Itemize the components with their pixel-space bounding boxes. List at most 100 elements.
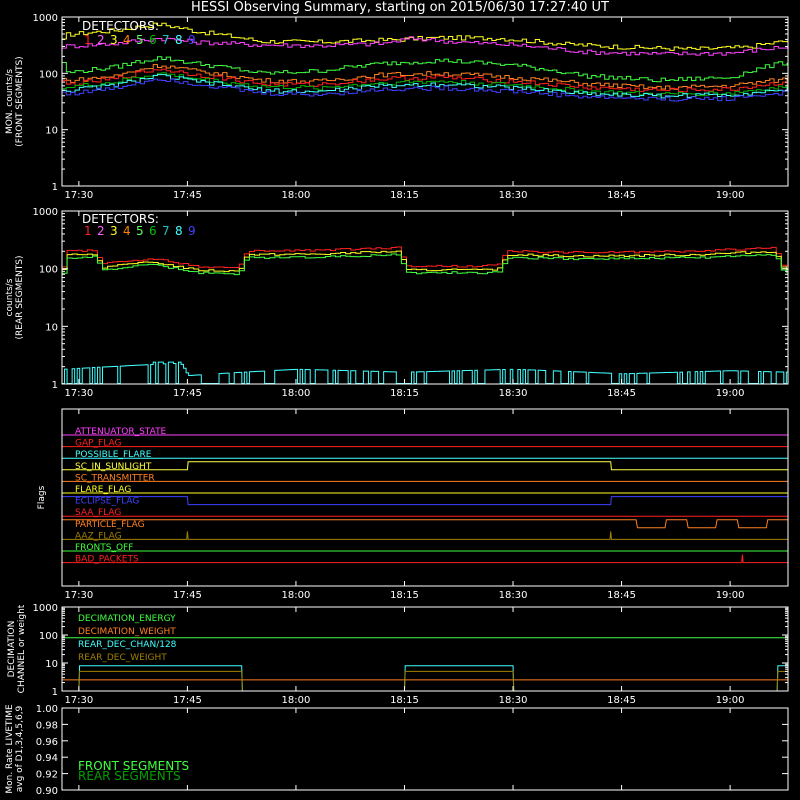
- flags-panel-x-tick-label: 19:00: [716, 590, 745, 601]
- flags-panel-flag-label: SC_TRANSMITTER: [75, 473, 155, 483]
- rear-panel-x-tick-label: 18:00: [282, 388, 311, 399]
- front-panel-x-tick-label: 17:45: [173, 190, 202, 201]
- livetime-panel-legend-label: REAR SEGMENTS: [78, 769, 181, 783]
- decimation-panel-legend-label: DECIMATION_ENERGY: [78, 614, 176, 624]
- flags-panel-flag-label: SAA_FLAG: [75, 508, 121, 518]
- front-panel-x-tick-label: 18:45: [607, 190, 636, 201]
- rear-panel-legend-label: 4: [123, 224, 131, 238]
- livetime-panel-y-tick-label: 0.92: [36, 770, 58, 781]
- front-panel-legend-label: 2: [97, 33, 105, 47]
- flags-panel-flag-label: GAP_FLAG: [75, 439, 121, 449]
- front-panel-legend-title: DETECTORS:: [82, 19, 159, 33]
- rear-panel-legend-label: 9: [188, 224, 196, 238]
- decimation-panel-x-tick-label: 17:30: [64, 695, 93, 706]
- front-panel-series-8: [62, 74, 788, 99]
- flags-panel-x-tick-label: 17:45: [173, 590, 202, 601]
- page-title: HESSI Observing Summary, starting on 201…: [191, 0, 609, 15]
- rear-panel-legend-label: 6: [149, 224, 157, 238]
- decimation-panel-series-line: [62, 670, 788, 692]
- livetime-panel-y-tick-label: 0.98: [36, 720, 58, 731]
- front-panel-y-label: (FRONT SEGMENTS): [15, 56, 25, 146]
- rear-panel-y-tick-label: 10: [45, 322, 58, 333]
- rear-panel-x-tick-label: 17:45: [173, 388, 202, 399]
- flags-panel-y-label: Flags: [37, 485, 47, 509]
- front-panel-legend-label: 8: [175, 33, 183, 47]
- flags-panel-flag-line: [62, 496, 788, 506]
- decimation-panel-x-tick-label: 18:15: [390, 695, 419, 706]
- rear-panel-x-tick-label: 19:00: [716, 388, 745, 399]
- decimation-panel-y-tick-label: 1000: [33, 603, 58, 614]
- decimation-panel-x-tick-label: 17:45: [173, 695, 202, 706]
- front-panel-x-tick-label: 18:15: [390, 190, 419, 201]
- rear-panel-legend-title: DETECTORS:: [82, 212, 159, 226]
- flags-panel-flag-label: FRONTS_OFF: [75, 543, 133, 553]
- flags-panel-x-tick-label: 18:30: [499, 590, 528, 601]
- rear-panel-x-tick-label: 18:30: [499, 388, 528, 399]
- flags-panel-x-tick-label: 18:00: [282, 590, 311, 601]
- decimation-panel-frame: [61, 606, 789, 692]
- rear-panel-x-tick-label: 18:45: [607, 388, 636, 399]
- livetime-panel-y-tick-label: 1.00: [36, 704, 58, 715]
- rear-panel-y-label: (REAR SEGMENTS): [15, 255, 25, 339]
- flags-panel-flag-label: ECLIPSE_FLAG: [75, 497, 139, 507]
- decimation-panel-series-line: [62, 665, 788, 692]
- livetime-panel-y-tick-label: 0.94: [36, 753, 58, 764]
- livetime-panel-y-label: Mon. Rate LIVETIME: [5, 704, 15, 794]
- livetime-panel-frame: [61, 707, 789, 791]
- flags-panel-flag-line: [62, 531, 788, 540]
- front-panel-y-tick-label: 1000: [33, 13, 58, 24]
- decimation-panel-y-tick-label: 100: [39, 631, 58, 642]
- rear-panel-x-tick-label: 17:30: [64, 388, 93, 399]
- rear-panel-series-5: [62, 253, 788, 276]
- decimation-panel-x-tick-label: 19:00: [716, 695, 745, 706]
- flags-panel-flag-label: AAZ_FLAG: [75, 531, 122, 541]
- front-panel-legend-label: 9: [188, 33, 196, 47]
- flags-panel-flag-label: ATTENUATOR_STATE: [75, 427, 167, 437]
- flags-panel-flag-line: [62, 554, 788, 564]
- rear-panel-series-8: [62, 361, 788, 385]
- front-panel-series-9: [62, 78, 788, 102]
- front-panel-legend-label: 6: [149, 33, 157, 47]
- rear-panel-series-1: [62, 246, 788, 269]
- flags-panel-x-tick-label: 17:30: [64, 590, 93, 601]
- rear-panel-series-3: [62, 250, 788, 273]
- front-panel-legend-label: 1: [84, 33, 92, 47]
- livetime-panel-y-tick-label: 0.96: [36, 737, 58, 748]
- front-panel-y-tick-label: 100: [39, 69, 58, 80]
- front-panel-series-3: [62, 22, 788, 51]
- flags-panel-flag-label: FLARE_FLAG: [75, 485, 131, 495]
- rear-panel-legend-label: 1: [84, 224, 92, 238]
- flags-panel-x-tick-label: 18:15: [390, 590, 419, 601]
- flags-panel-flag-line: [62, 519, 788, 529]
- rear-panel-y-tick-label: 1000: [33, 207, 58, 218]
- front-panel-frame: [61, 16, 789, 187]
- flags-panel-flag-label: POSSIBLE_FLARE: [75, 450, 152, 460]
- flags-panel-flag-label: BAD_PACKETS: [75, 555, 139, 565]
- rear-panel-frame: [61, 210, 789, 385]
- front-panel-legend-label: 7: [162, 33, 170, 47]
- front-panel-y-tick-label: 10: [45, 126, 58, 137]
- rear-panel-y-label: counts/s: [5, 278, 15, 316]
- decimation-panel-legend-label: REAR_DEC_CHAN/128: [78, 640, 177, 650]
- livetime-panel-legend-label: FRONT SEGMENTS: [78, 759, 189, 773]
- front-panel-series-2: [62, 36, 788, 56]
- front-panel-y-tick-label: 1: [52, 182, 58, 193]
- decimation-panel-y-tick-label: 10: [45, 659, 58, 670]
- decimation-panel-legend-label: REAR_DEC_WEIGHT: [78, 653, 167, 663]
- front-panel-legend-label: 3: [110, 33, 118, 47]
- decimation-panel-y-label: DECIMATION: [7, 621, 17, 678]
- rear-panel-y-tick-label: 100: [39, 265, 58, 276]
- decimation-panel-x-tick-label: 18:30: [499, 695, 528, 706]
- rear-panel-legend-label: 8: [175, 224, 183, 238]
- front-panel-x-tick-label: 17:30: [64, 190, 93, 201]
- decimation-panel-x-tick-label: 18:45: [607, 695, 636, 706]
- flags-panel-flag-label: PARTICLE_FLAG: [75, 520, 145, 530]
- front-panel-x-tick-label: 18:30: [499, 190, 528, 201]
- decimation-panel-legend-label: DECIMATION_WEIGHT: [78, 627, 176, 637]
- flags-panel-flag-line: [62, 461, 788, 471]
- decimation-panel-y-tick-label: 1: [52, 687, 58, 698]
- rear-panel-y-tick-label: 1: [52, 380, 58, 391]
- decimation-panel-y-label: CHANNEL or weight: [17, 604, 27, 693]
